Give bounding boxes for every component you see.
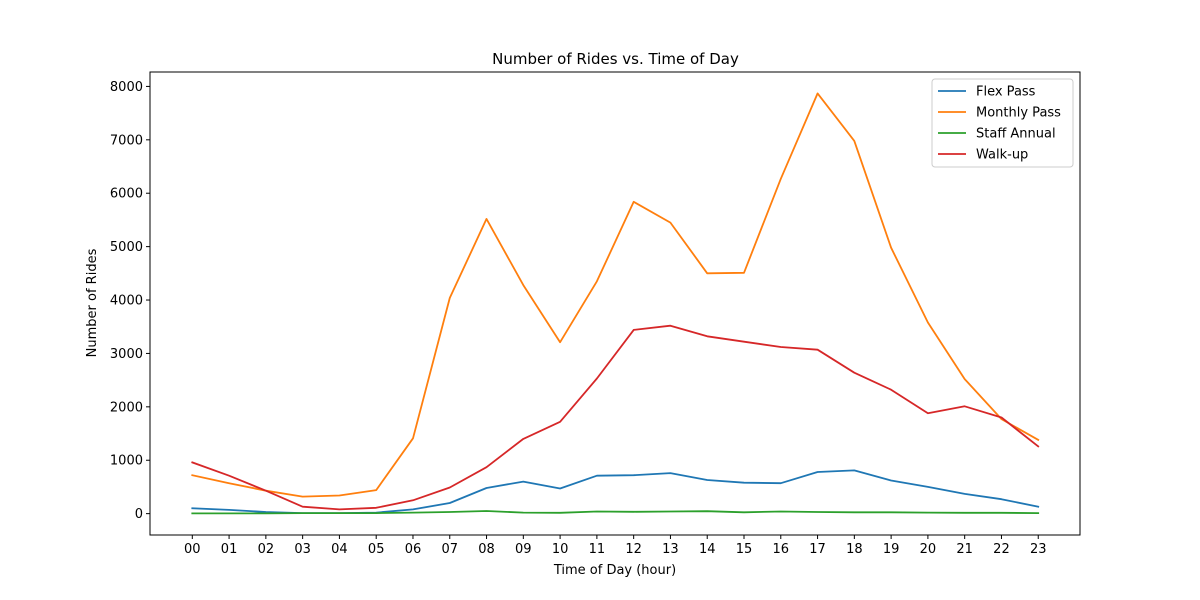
legend-label-monthly-pass: Monthly Pass [976,106,1061,121]
y-tick-label: 6000 [110,187,143,202]
y-tick-label: 2000 [110,400,143,415]
chart-title: Number of Rides vs. Time of Day [492,50,739,68]
x-tick-label: 14 [699,542,716,557]
y-tick-label: 5000 [110,240,143,255]
x-axis: 00 01 02 03 04 05 06 07 08 09 10 11 12 13 14 15 16 17 18 19… [184,535,1047,557]
x-tick-label: 16 [773,542,790,557]
x-tick-label: 20 [920,542,937,557]
y-tick-label: 8000 [110,80,143,95]
x-tick-label: 17 [809,542,826,557]
x-tick-label: 19 [883,542,900,557]
x-tick-label: 18 [846,542,863,557]
legend-label-flex-pass: Flex Pass [976,85,1036,100]
y-tick-label: 4000 [110,294,143,309]
x-axis-label: Time of Day (hour) [553,563,676,578]
x-tick-label: 11 [589,542,606,557]
plot-area [149,71,1081,536]
series-lines [191,92,1040,515]
series-line-staff-annual [191,510,1040,515]
series-line-walk-up [191,324,1040,511]
y-tick-label: 0 [135,507,143,522]
x-tick-label: 05 [368,542,385,557]
legend-label-staff-annual: Staff Annual [976,127,1056,142]
y-tick-label: 7000 [110,133,143,148]
series-line-monthly-pass [191,92,1040,498]
x-tick-label: 09 [515,542,532,557]
x-tick-label: 00 [184,542,201,557]
x-tick-label: 22 [993,542,1010,557]
x-tick-label: 01 [221,542,238,557]
series-line-flex-pass [191,469,1040,514]
legend-label-walk-up: Walk-up [976,148,1028,163]
x-tick-label: 12 [625,542,642,557]
x-tick-label: 23 [1030,542,1047,557]
x-tick-label: 10 [552,542,569,557]
x-tick-label: 15 [736,542,753,557]
x-tick-label: 13 [662,542,679,557]
x-tick-label: 07 [441,542,458,557]
x-tick-label: 21 [956,542,973,557]
y-axis-label: Number of Rides [85,248,100,357]
y-axis: 0 1000 2000 3000 4000 5000 6000 7000 8000 [110,80,150,522]
x-tick-label: 06 [405,542,422,557]
legend-box [931,78,1074,168]
y-tick-label: 3000 [110,347,143,362]
x-tick-label: 03 [294,542,311,557]
x-tick-label: 02 [258,542,275,557]
legend: Flex Pass Monthly Pass Staff Annual Walk-up [931,78,1074,168]
y-tick-label: 1000 [110,454,143,469]
x-tick-label: 04 [331,542,348,557]
x-tick-label: 08 [478,542,495,557]
